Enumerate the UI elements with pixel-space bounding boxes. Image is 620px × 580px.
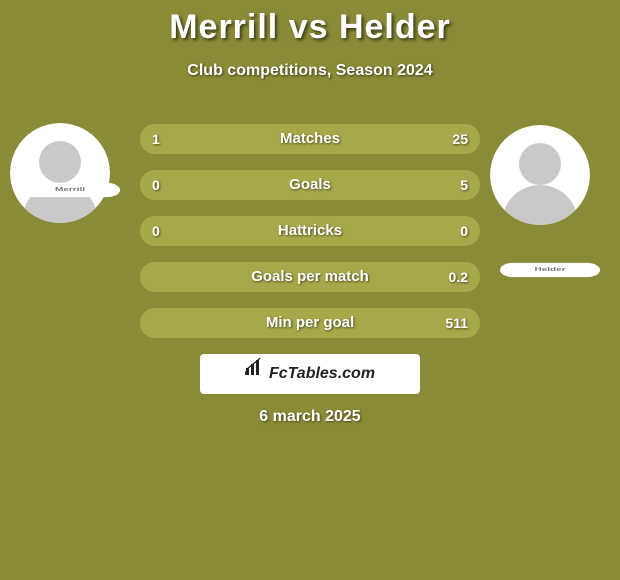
- stat-label: Matches: [140, 124, 480, 154]
- stat-label: Min per goal: [140, 308, 480, 338]
- avatar-silhouette-icon: [10, 123, 110, 223]
- stat-bars: 125Matches 05Goals 00Hattricks 0.2Goals per…: [140, 124, 480, 354]
- stat-label: Goals per match: [140, 262, 480, 292]
- stat-row: 05Goals: [140, 170, 480, 200]
- comparison-card: Merrill vs Helder Club competitions, Sea…: [0, 0, 620, 580]
- player-right-name-pill: Helder: [500, 263, 600, 277]
- chart-icon: [245, 352, 263, 392]
- source-badge-text: FcTables.com: [269, 365, 375, 382]
- page-subtitle: Club competitions, Season 2024: [0, 62, 620, 80]
- page-title: Merrill vs Helder: [0, 8, 620, 47]
- date-line: 6 march 2025: [0, 408, 620, 426]
- stat-row: 00Hattricks: [140, 216, 480, 246]
- source-badge: FcTables.com: [200, 354, 420, 394]
- stat-row: 0.2Goals per match: [140, 262, 480, 292]
- player-left-avatar: [10, 123, 110, 223]
- stat-row: 125Matches: [140, 124, 480, 154]
- player-left-name-pill: Merrill: [20, 183, 120, 197]
- stat-row: 511Min per goal: [140, 308, 480, 338]
- avatar-silhouette-icon: [490, 125, 590, 225]
- stat-label: Hattricks: [140, 216, 480, 246]
- stat-label: Goals: [140, 170, 480, 200]
- player-right-avatar: [490, 125, 590, 225]
